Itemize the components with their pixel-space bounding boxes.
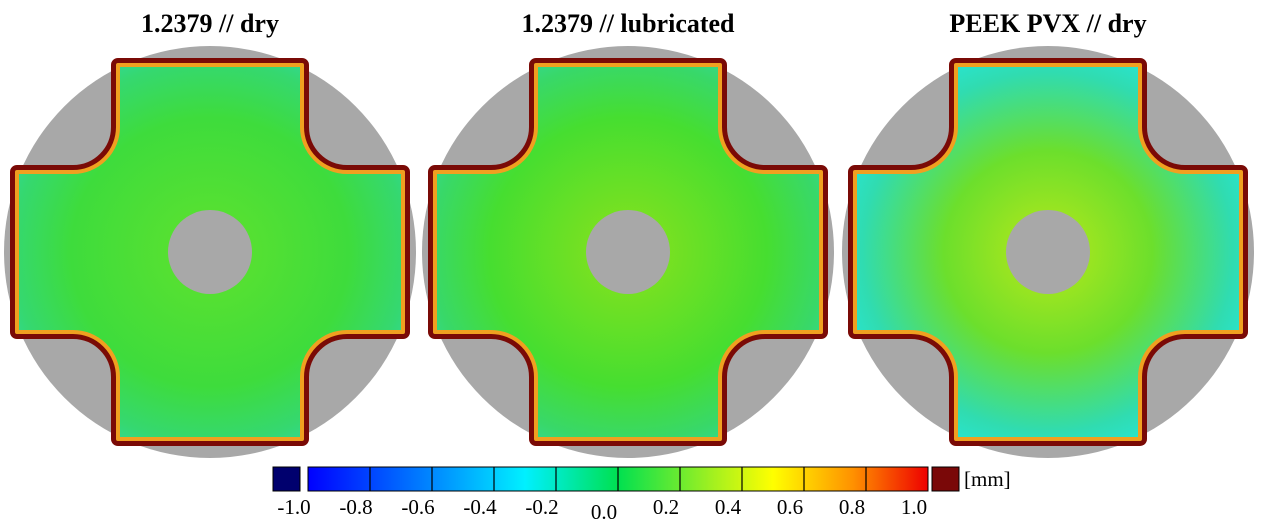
tick-label: -0.4 [463,495,497,519]
tick-label: 1.0 [901,495,927,519]
panel-title: 1.2379 // dry [141,9,279,38]
underflow-swatch [273,467,300,491]
figure: 1.2379 // dry 1.2379 // lubricated PEEK … [0,0,1263,522]
tick-label: -0.2 [525,495,558,519]
panel-title: PEEK PVX // dry [949,9,1146,38]
center-hole [168,210,252,294]
tick-label: -0.6 [401,495,434,519]
page: 1.2379 // dry 1.2379 // lubricated PEEK … [0,0,1263,522]
panels [4,46,1254,458]
tick-label: -1.0 [277,495,310,519]
unit-label: [mm] [964,467,1011,491]
tick-label: 0.2 [653,495,679,519]
tick-label: 0.6 [777,495,803,519]
tick-label: 0.8 [839,495,865,519]
tick-label: 0.0 [591,500,617,522]
panel-title: 1.2379 // lubricated [521,9,735,38]
center-hole [1006,210,1090,294]
center-hole [586,210,670,294]
tick-label: 0.4 [715,495,742,519]
overflow-swatch [932,467,959,491]
tick-label: -0.8 [339,495,372,519]
